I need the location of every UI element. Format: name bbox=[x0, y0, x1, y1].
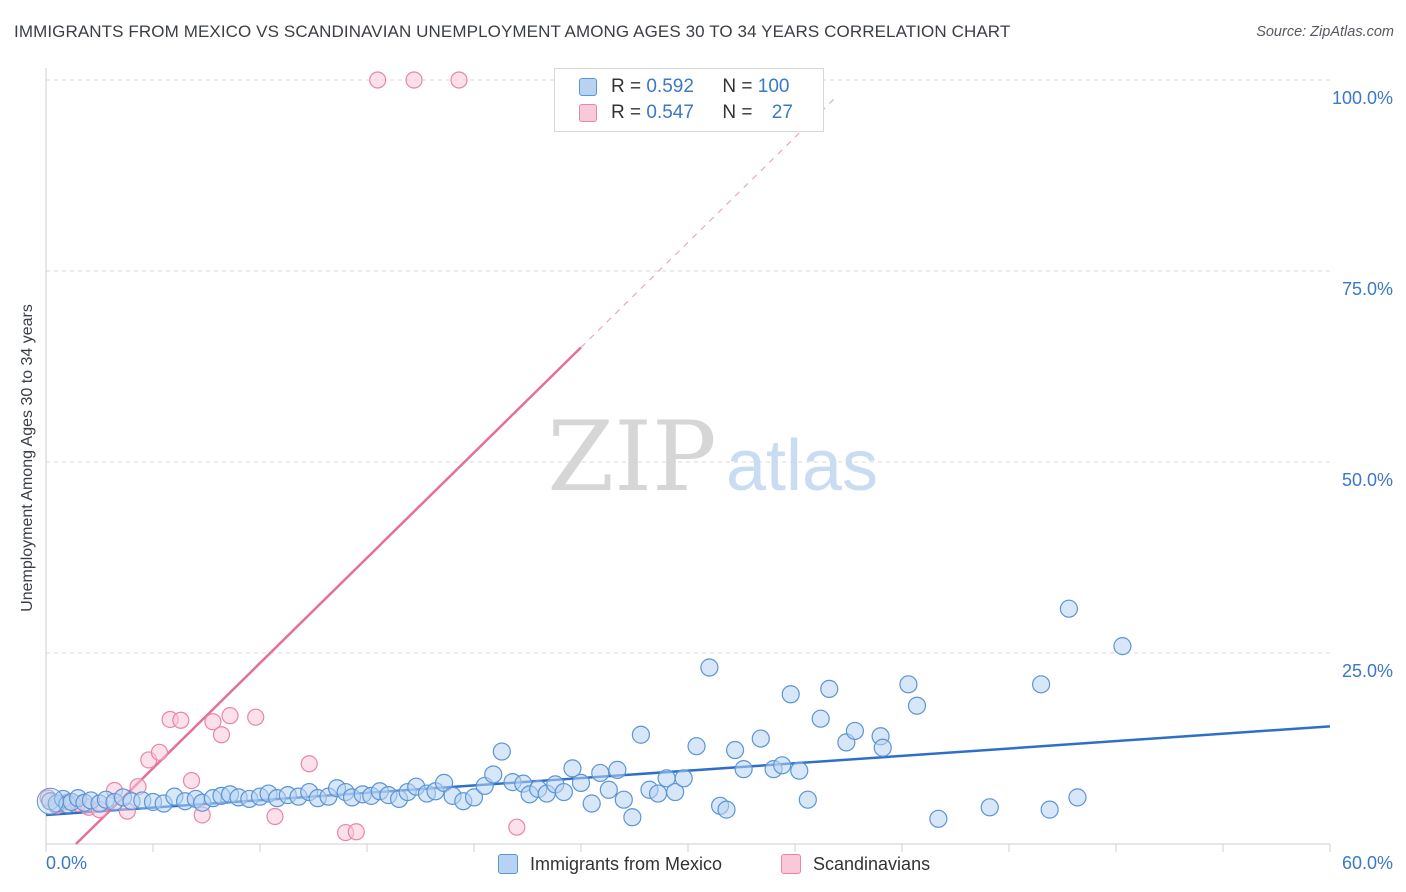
scandinavians-point bbox=[182, 771, 201, 790]
mexico-point bbox=[717, 800, 736, 819]
mexico-point bbox=[1040, 800, 1059, 819]
axes bbox=[45, 68, 1331, 852]
legend-r-value: 0.592 bbox=[646, 76, 694, 97]
legend-swatch-pink bbox=[579, 104, 597, 122]
mexico-point bbox=[648, 784, 668, 803]
legend-r-value: 0.547 bbox=[646, 102, 694, 123]
trendline-scandinavians bbox=[75, 346, 582, 845]
scandinavians-point bbox=[247, 708, 265, 726]
mexico-point bbox=[798, 790, 817, 809]
mexico-point bbox=[591, 763, 610, 783]
mexico-point bbox=[484, 765, 503, 784]
mexico-point bbox=[1068, 788, 1087, 807]
scandinavians-point bbox=[300, 755, 318, 773]
scandinavians-point bbox=[266, 807, 284, 826]
legend-row-mexico: R = 0.592 N = 100 bbox=[579, 75, 789, 99]
legend-swatch-blue bbox=[579, 78, 597, 96]
mexico-point bbox=[811, 709, 830, 728]
mexico-point bbox=[980, 798, 999, 817]
mexico-point bbox=[907, 696, 927, 715]
scandinavians-point bbox=[221, 707, 239, 725]
x-tick-label: 60.0% bbox=[1342, 853, 1393, 873]
y-tick-label: 25.0% bbox=[1342, 661, 1393, 681]
watermark: ZIP atlas bbox=[547, 401, 878, 513]
legend-n-label: N = bbox=[722, 76, 758, 97]
chart-source: Source: ZipAtlas.com bbox=[1256, 24, 1394, 40]
trendline-scandinavians-extension bbox=[580, 94, 839, 348]
scandinavians-point bbox=[405, 71, 423, 89]
mexico-point bbox=[492, 742, 511, 761]
mexico-point bbox=[631, 725, 651, 744]
legend: R = 0.592 N = 100 R = 0.547 N = 27 bbox=[554, 68, 824, 132]
mexico-point bbox=[599, 780, 618, 799]
bottom-legend-label: Immigrants from Mexico bbox=[530, 853, 723, 874]
mexico-point bbox=[751, 729, 770, 748]
mexico-point bbox=[899, 675, 918, 694]
mexico-point bbox=[1059, 599, 1079, 618]
mexico-point bbox=[725, 740, 745, 760]
mexico-point bbox=[571, 773, 591, 792]
mexico-point bbox=[36, 787, 64, 815]
mexico-point bbox=[845, 721, 865, 741]
legend-row-scandinavians: R = 0.547 N = 27 bbox=[579, 101, 793, 125]
scandinavians-point bbox=[172, 711, 190, 729]
mexico-point bbox=[434, 773, 454, 792]
y-axis-label: Unemployment Among Ages 30 to 34 years bbox=[19, 304, 36, 612]
mexico-point bbox=[582, 794, 601, 813]
mexico-point bbox=[700, 658, 719, 677]
mexico-point bbox=[687, 737, 706, 756]
bottom-legend-mexico: Immigrants from Mexico bbox=[498, 852, 722, 876]
mexico-point bbox=[734, 760, 753, 779]
mexico-point bbox=[554, 782, 573, 802]
legend-r-label: R = bbox=[611, 102, 647, 123]
mexico-point bbox=[623, 808, 642, 827]
mexico-point bbox=[666, 782, 685, 802]
scandinavians-point bbox=[450, 71, 468, 89]
mexico-point bbox=[773, 756, 792, 775]
bottom-legend-scandinavians: Scandinavians bbox=[781, 852, 930, 876]
watermark-zip: ZIP bbox=[547, 401, 716, 513]
bottom-legend-label: Scandinavians bbox=[813, 853, 931, 874]
mexico-point bbox=[1031, 675, 1051, 694]
tick-labels: 100.0% 75.0% 50.0% 25.0% 0.0% 60.0% bbox=[46, 88, 1393, 873]
mexico-point bbox=[464, 788, 484, 807]
watermark-atlas: atlas bbox=[726, 426, 878, 506]
mexico-point bbox=[1113, 637, 1132, 656]
data-points bbox=[36, 71, 1132, 842]
x-tick-label: 0.0% bbox=[46, 853, 87, 873]
legend-n-label: N = bbox=[722, 102, 758, 123]
y-tick-label: 100.0% bbox=[1332, 88, 1393, 108]
scandinavians-point bbox=[204, 713, 222, 731]
mexico-point bbox=[820, 679, 839, 699]
chart-title: IMMIGRANTS FROM MEXICO VS SCANDINAVIAN U… bbox=[14, 22, 1011, 41]
mexico-point bbox=[674, 769, 693, 788]
bottom-legend-swatch-blue bbox=[498, 854, 518, 874]
y-tick-label: 75.0% bbox=[1342, 279, 1393, 299]
scandinavians-point bbox=[369, 71, 387, 89]
grid-lines bbox=[46, 79, 1330, 654]
legend-n-value: 27 bbox=[771, 102, 793, 123]
scandinavians-point bbox=[150, 743, 169, 761]
scandinavians-point bbox=[347, 823, 365, 841]
bottom-legend-swatch-pink bbox=[781, 854, 801, 874]
mexico-point bbox=[873, 738, 892, 757]
mexico-point bbox=[608, 760, 627, 779]
y-tick-label: 50.0% bbox=[1342, 470, 1393, 490]
mexico-point bbox=[929, 809, 948, 828]
scandinavians-point bbox=[508, 818, 526, 836]
mexico-point bbox=[790, 761, 809, 780]
legend-n-value: 100 bbox=[757, 76, 790, 97]
mexico-point bbox=[563, 759, 582, 778]
scandinavians-point bbox=[212, 726, 231, 744]
legend-r-label: R = bbox=[611, 76, 647, 97]
mexico-point bbox=[614, 790, 633, 809]
mexico-point bbox=[781, 685, 800, 704]
